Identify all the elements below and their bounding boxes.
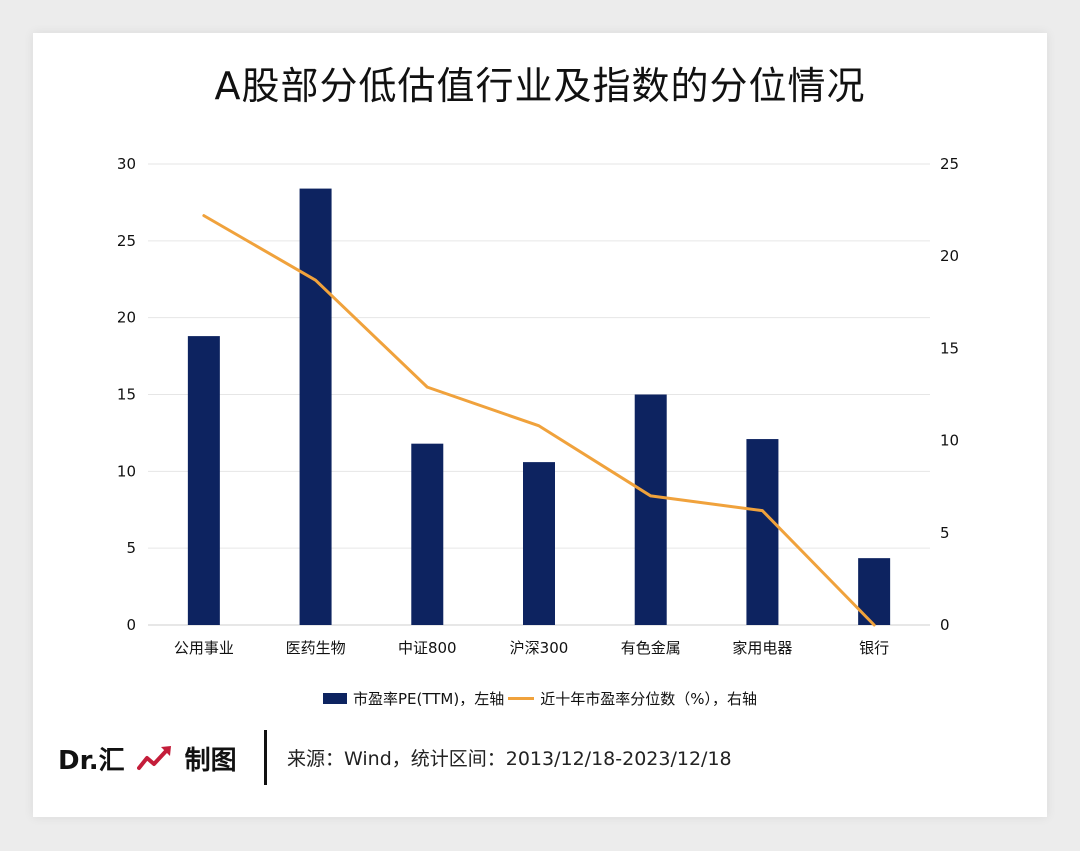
bar-2 [411,443,444,625]
source-note: 来源：Wind，统计区间：2013/12/18-2023/12/18 [287,748,732,770]
footer-divider [264,730,267,785]
y-left-tick-label: 0 [126,616,136,634]
y-right-tick-label: 10 [940,432,959,450]
x-tick-label: 医药生物 [286,639,346,657]
brand-name: Dr.汇 [58,745,125,776]
combo-chart: 0 5 10 15 20 25 30 0 5 10 15 20 25 公用事业 医药生物 中证800 沪深300… [117,155,959,657]
bar-3 [523,462,555,625]
trend-up-icon [136,746,171,770]
y-right-tick-label: 0 [940,616,950,634]
x-tick-label: 沪深300 [510,639,569,657]
y-left-tick-label: 30 [117,155,136,173]
legend-item-bar: 市盈率PE(TTM)，左轴 [323,688,504,709]
bar-0 [187,336,220,625]
x-tick-label: 公用事业 [174,639,234,657]
y-left-tick-label: 15 [117,386,136,404]
chart-legend: 市盈率PE(TTM)，左轴 近十年市盈率分位数（%），右轴 [0,688,1080,709]
x-tick-label: 银行 [859,639,889,657]
chart-title: A股部分低估值行业及指数的分位情况 [214,64,866,108]
y-left-tick-label: 25 [117,232,136,250]
legend-swatch-line [508,697,535,700]
bar-4 [634,394,667,625]
legend-swatch-bar [323,693,347,704]
brand-block: Dr.汇 制图 [58,738,237,778]
x-tick-label: 中证800 [398,639,457,657]
y-right-tick-label: 5 [940,524,950,542]
y-right-tick-label: 20 [940,247,959,265]
legend-item-line: 近十年市盈率分位数（%），右轴 [508,688,757,709]
legend-label-line: 近十年市盈率分位数（%），右轴 [540,690,757,708]
brand-made-by: 制图 [184,745,237,776]
y-left-tick-label: 20 [117,309,136,327]
y-right-tick-label: 15 [940,339,959,357]
y-right-tick-label: 25 [940,155,959,173]
bar-5 [746,439,779,625]
y-left-tick-label: 5 [126,539,136,557]
legend-label-bar: 市盈率PE(TTM)，左轴 [353,690,505,708]
x-tick-label: 有色金属 [621,639,681,657]
bar-1 [299,188,332,625]
x-tick-label: 家用电器 [732,639,792,657]
y-left-tick-label: 10 [117,462,136,480]
